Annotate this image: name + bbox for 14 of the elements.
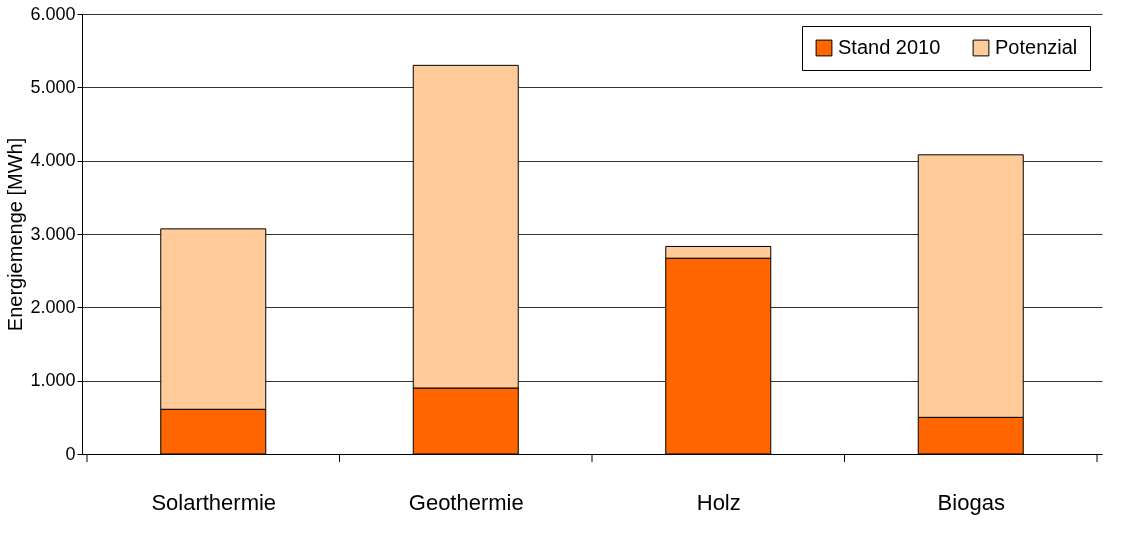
x-tick-label: Biogas xyxy=(937,489,1005,515)
y-tick-label: 4.000 xyxy=(30,150,76,171)
x-tick-label: Solarthermie xyxy=(151,489,277,515)
legend-label: Potenzial xyxy=(995,36,1078,58)
y-tick-label: 1.000 xyxy=(30,370,76,391)
y-tick-label: 2.000 xyxy=(30,296,76,317)
x-tick-label: Holz xyxy=(696,489,741,515)
y-tick-label: 6.000 xyxy=(30,3,76,24)
y-tick-label: 0 xyxy=(65,443,76,464)
y-tick-label: 5.000 xyxy=(30,76,76,97)
y-axis-title: Energiemenge [MWh] xyxy=(4,137,27,332)
legend-label: Stand 2010 xyxy=(838,36,941,58)
y-tick-label: 3.000 xyxy=(30,223,76,244)
x-tick-label: Geothermie xyxy=(408,489,524,515)
